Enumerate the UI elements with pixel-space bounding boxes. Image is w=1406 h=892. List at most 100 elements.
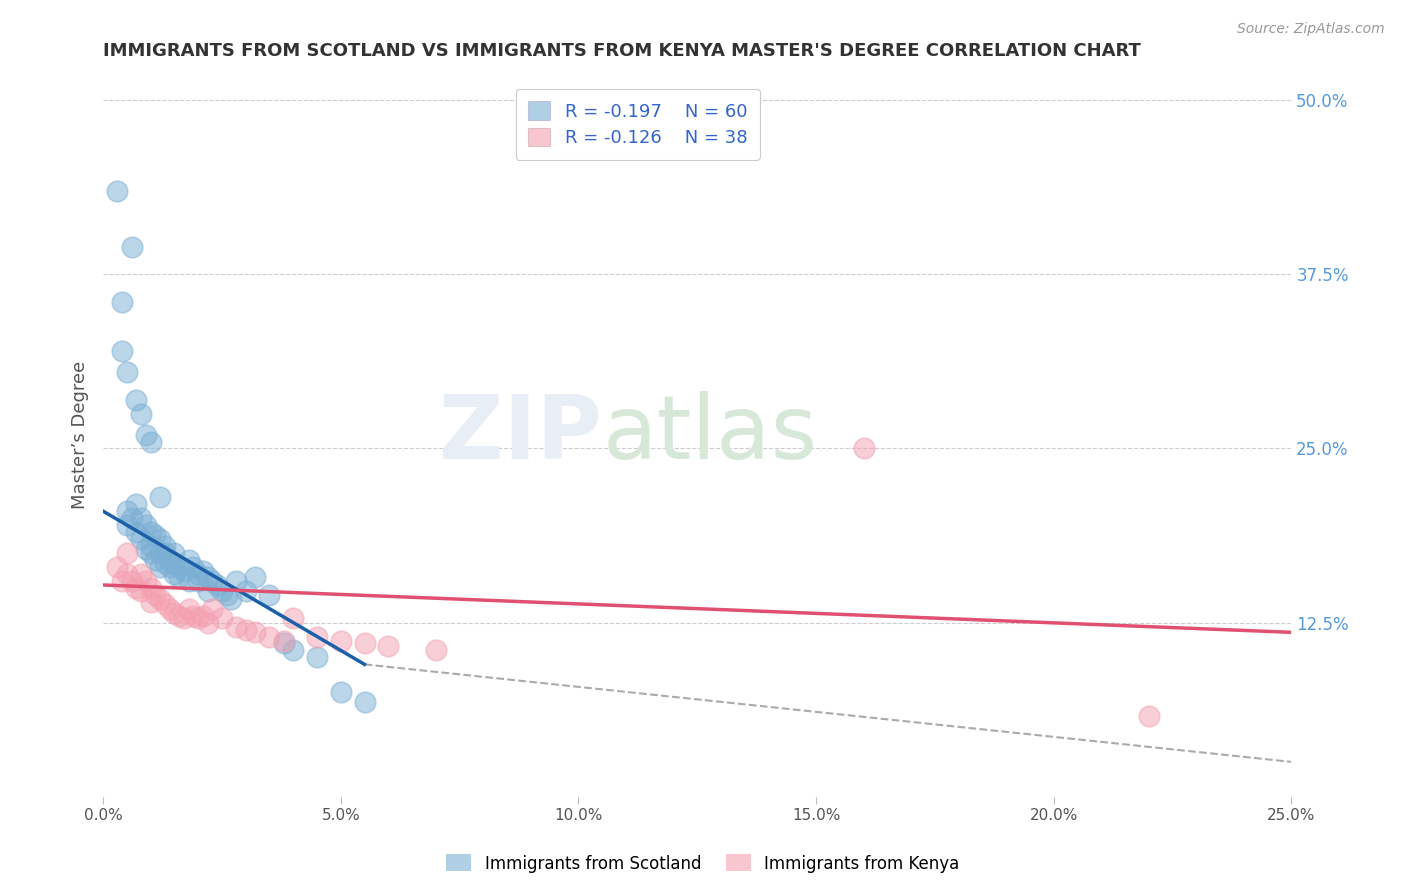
Point (283, 611, 305, 625)
Point (187, 574, 209, 588)
Point (115, 518, 138, 533)
Point (145, 528, 167, 542)
Point (163, 566, 186, 581)
Point (139, 524, 162, 539)
Point (125, 497, 148, 511)
Point (115, 504, 138, 518)
Point (191, 608, 214, 623)
Point (149, 546, 172, 560)
Point (425, 643, 447, 657)
Point (353, 695, 375, 709)
Text: ZIP: ZIP (440, 391, 602, 478)
Point (135, 427, 157, 442)
Point (115, 566, 138, 581)
Point (135, 574, 157, 588)
Point (377, 639, 399, 653)
Point (121, 239, 143, 253)
Point (135, 541, 157, 556)
Point (125, 581, 148, 595)
Point (259, 588, 281, 602)
Point (129, 511, 152, 525)
Point (167, 608, 190, 623)
Point (211, 611, 233, 625)
Point (139, 434, 162, 449)
Point (159, 559, 181, 574)
Point (1137, 709, 1160, 723)
Point (197, 615, 219, 630)
Point (111, 574, 134, 588)
Point (187, 611, 209, 625)
Point (353, 636, 375, 650)
Point (259, 630, 281, 644)
Point (283, 643, 305, 657)
Point (149, 559, 172, 574)
Point (115, 546, 138, 560)
Point (125, 392, 148, 407)
Point (111, 343, 134, 358)
Point (215, 588, 238, 602)
Point (167, 569, 190, 583)
Point (163, 606, 186, 620)
Point (329, 685, 352, 699)
Point (197, 569, 219, 583)
Point (221, 591, 243, 606)
Text: atlas: atlas (602, 391, 817, 478)
Point (177, 553, 200, 567)
Point (183, 559, 205, 574)
Point (852, 442, 875, 456)
Point (273, 636, 295, 650)
Point (145, 553, 167, 567)
Point (183, 608, 205, 623)
Point (211, 583, 233, 598)
Point (121, 511, 143, 525)
Point (153, 539, 176, 553)
Point (139, 581, 162, 595)
Point (129, 532, 152, 546)
Point (145, 588, 167, 602)
Point (149, 490, 172, 504)
Text: Source: ZipAtlas.com: Source: ZipAtlas.com (1237, 22, 1385, 37)
Point (201, 601, 224, 615)
Point (225, 574, 247, 588)
Point (245, 625, 267, 640)
Point (163, 546, 186, 560)
Point (191, 564, 214, 578)
Point (111, 295, 134, 310)
Point (129, 566, 152, 581)
Point (149, 532, 172, 546)
Point (177, 574, 200, 588)
Point (153, 546, 176, 560)
Point (125, 524, 148, 539)
Point (167, 559, 190, 574)
Point (139, 539, 162, 553)
Point (245, 569, 267, 583)
Point (329, 633, 352, 648)
Point (105, 559, 128, 574)
Point (129, 583, 152, 598)
Text: IMMIGRANTS FROM SCOTLAND VS IMMIGRANTS FROM KENYA MASTER'S DEGREE CORRELATION CH: IMMIGRANTS FROM SCOTLAND VS IMMIGRANTS F… (103, 42, 1142, 60)
Point (197, 583, 219, 598)
Point (105, 184, 128, 198)
Point (305, 630, 328, 644)
Point (225, 620, 247, 634)
Y-axis label: Master’s Degree: Master’s Degree (72, 360, 89, 508)
Point (153, 598, 176, 612)
Point (273, 633, 295, 648)
Point (153, 556, 176, 570)
Point (129, 407, 152, 421)
Point (177, 601, 200, 615)
Point (187, 566, 209, 581)
Point (159, 553, 181, 567)
Point (135, 518, 157, 533)
Legend: R = -0.197    N = 60, R = -0.126    N = 38: R = -0.197 N = 60, R = -0.126 N = 38 (516, 88, 759, 160)
Point (139, 546, 162, 560)
Point (173, 611, 195, 625)
Point (201, 574, 224, 588)
Point (139, 595, 162, 609)
Point (205, 578, 228, 592)
Point (305, 650, 328, 665)
Point (173, 564, 195, 578)
Point (115, 365, 138, 379)
Point (121, 574, 143, 588)
Point (159, 601, 181, 615)
